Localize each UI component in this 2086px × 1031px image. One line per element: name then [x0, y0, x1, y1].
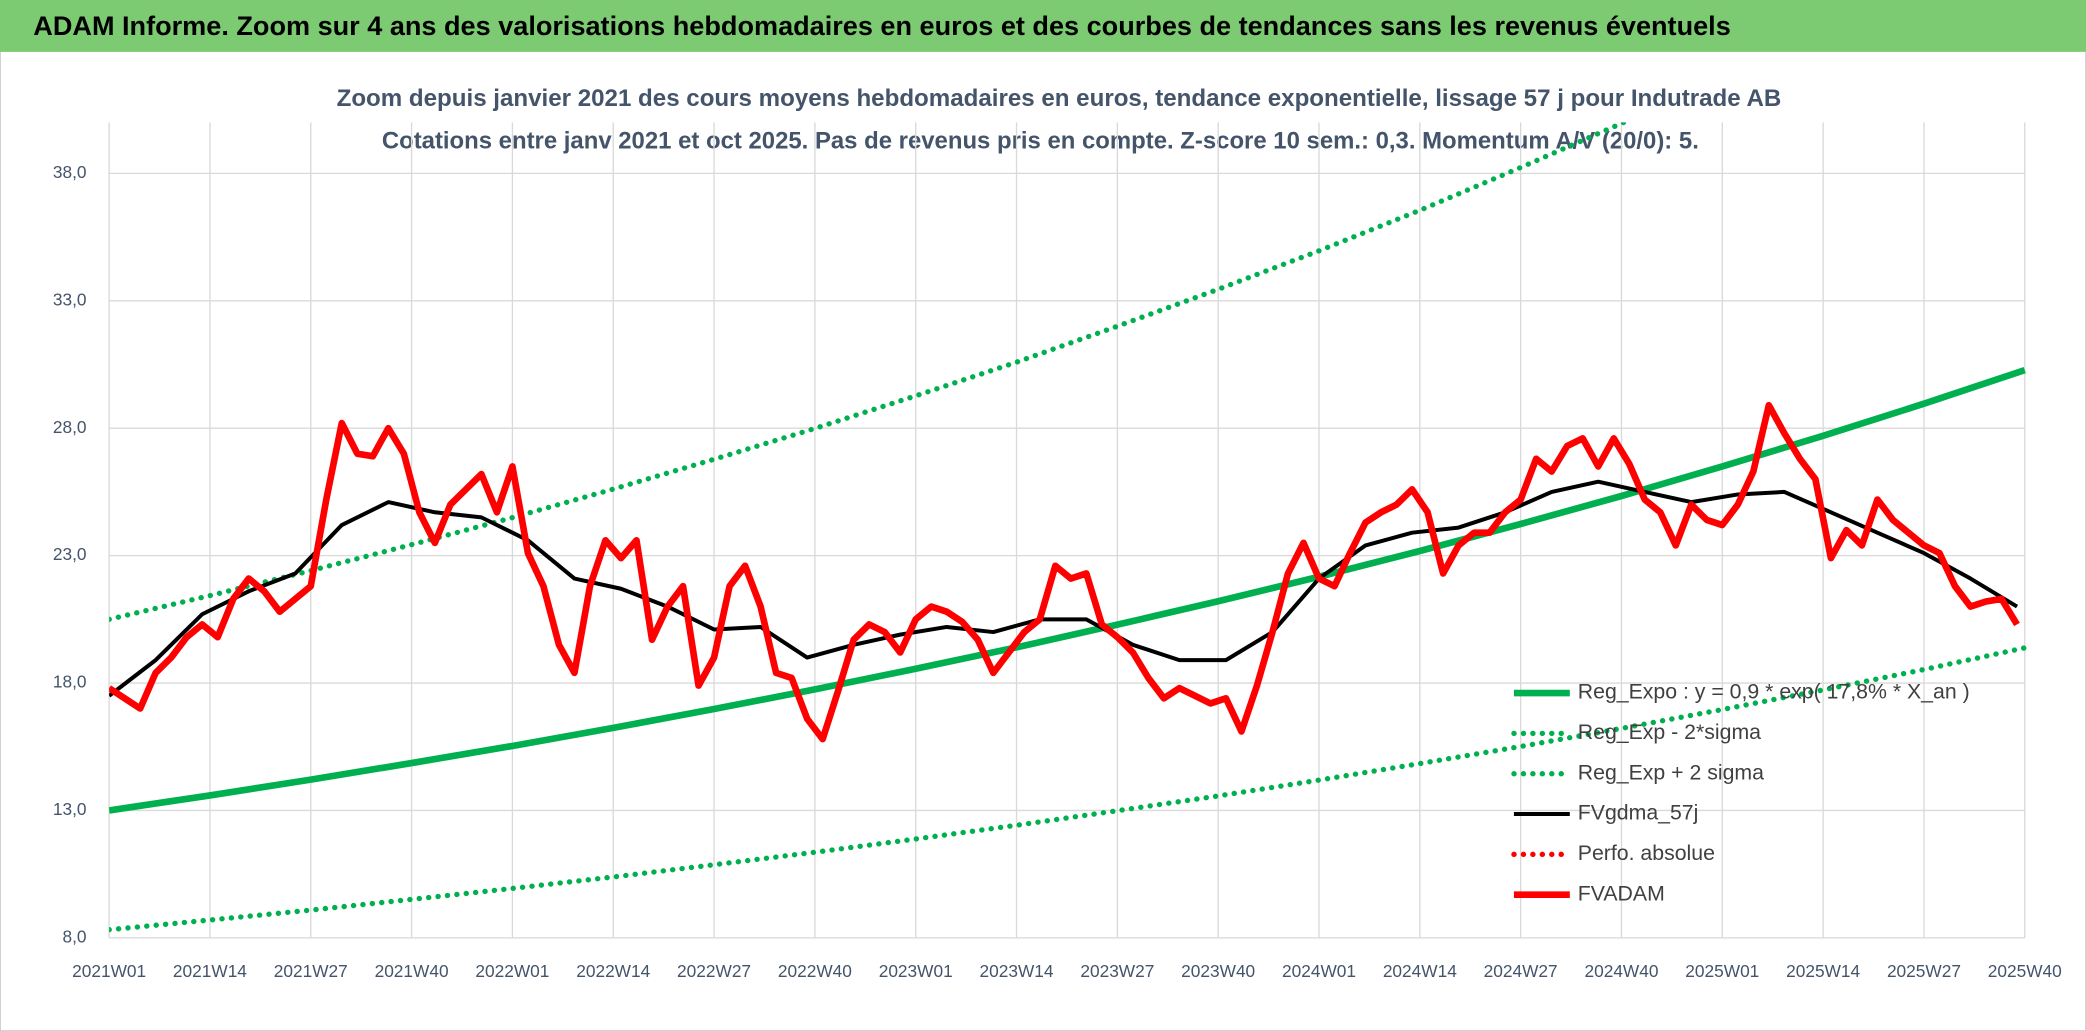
banner-title: ADAM Informe. Zoom sur 4 ans des valoris…: [33, 11, 1730, 41]
x-tick-label: 2021W14: [173, 961, 247, 981]
x-tick-label: 2024W14: [1383, 961, 1457, 981]
x-tick-label: 2025W40: [1988, 961, 2062, 981]
series-line: [109, 645, 2028, 933]
x-tick-label: 2021W27: [274, 961, 348, 981]
legend-label: FVgdma_57j: [1578, 801, 1699, 825]
x-tick-label: 2021W40: [375, 961, 449, 981]
subtitle: Zoom depuis janvier 2021 des cours moyen…: [337, 85, 1782, 112]
x-tick-label: 2024W40: [1584, 961, 1658, 981]
x-tick-label: 2025W01: [1685, 961, 1759, 981]
series-line: [109, 122, 1631, 622]
banner-bg: [0, 0, 2086, 52]
legend-label: Reg_Exp + 2 sigma: [1578, 760, 1764, 784]
x-tick-label: 2023W27: [1080, 961, 1154, 981]
x-tick-label: 2025W27: [1887, 961, 1961, 981]
y-tick-label: 8,0: [62, 926, 86, 946]
y-tick-label: 18,0: [53, 672, 87, 692]
x-tick-label: 2025W14: [1786, 961, 1860, 981]
x-tick-label: 2023W40: [1181, 961, 1255, 981]
series-line: [109, 366, 2026, 814]
y-tick-label: 38,0: [53, 162, 87, 182]
x-tick-label: 2024W01: [1282, 961, 1356, 981]
series-line: [109, 479, 2019, 698]
legend-label: Perfo. absolue: [1578, 841, 1715, 865]
y-tick-label: 28,0: [53, 417, 87, 437]
legend-label: FVADAM: [1578, 881, 1665, 905]
y-tick-label: 33,0: [53, 289, 87, 309]
y-tick-label: 13,0: [53, 799, 87, 819]
legend-label: Reg_Exp - 2*sigma: [1578, 720, 1761, 744]
x-tick-label: 2022W14: [576, 961, 650, 981]
legend-label: Reg_Expo : y = 0,9 * exp( 17,8% * X_an ): [1578, 680, 1970, 704]
y-tick-label: 23,0: [53, 544, 87, 564]
series-line: [109, 401, 2020, 743]
x-tick-label: 2022W01: [475, 961, 549, 981]
x-tick-label: 2021W01: [72, 961, 146, 981]
x-tick-label: 2024W27: [1484, 961, 1558, 981]
subtitle: Cotations entre janv 2021 et oct 2025. P…: [382, 128, 1699, 155]
x-tick-label: 2023W14: [980, 961, 1054, 981]
x-tick-label: 2022W40: [778, 961, 852, 981]
x-tick-label: 2022W27: [677, 961, 751, 981]
x-tick-label: 2023W01: [879, 961, 953, 981]
